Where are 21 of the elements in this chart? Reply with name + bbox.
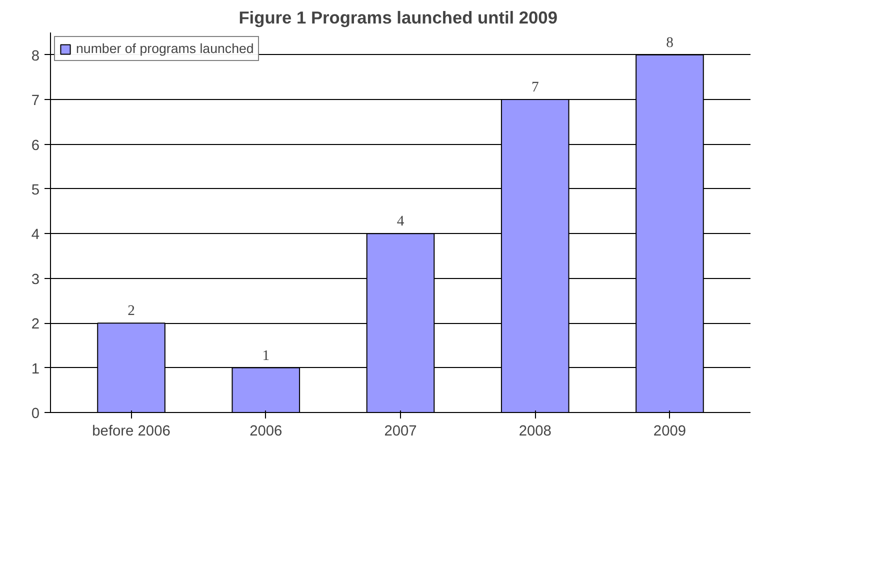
x-tick-label: 2008 [518,424,552,440]
y-tick-label: 1 [31,361,40,378]
y-tick-label: 3 [31,272,40,288]
data-label: 8 [666,34,674,51]
x-tick-label: 2007 [384,424,417,440]
x-tick-label: before 2006 [92,424,170,440]
y-tick-label: 7 [31,93,40,110]
chart-title: Figure 1 Programs launched until 2009 [238,8,558,28]
y-tick-label: 2 [31,316,40,333]
legend-label: number of programs launched [76,41,254,56]
data-label: 4 [396,214,405,230]
x-tick-label: 2006 [250,424,282,440]
x-tick-label: 2009 [653,424,686,440]
data-label: 7 [531,80,539,96]
y-tick-label: 8 [31,48,40,64]
y-tick-label: 6 [31,138,40,154]
data-label: 2 [128,303,135,320]
y-tick-label: 5 [31,182,40,198]
data-label: 1 [262,348,270,364]
y-tick-label: 0 [31,406,40,422]
y-tick-label: 4 [31,227,40,244]
